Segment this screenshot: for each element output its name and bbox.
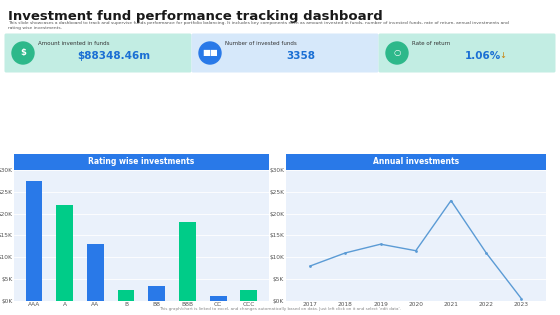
Text: ↓: ↓ bbox=[499, 51, 506, 60]
Text: This slide showcases a dashboard to track and supervise funds performance for po: This slide showcases a dashboard to trac… bbox=[8, 21, 509, 25]
Bar bbox=[87, 244, 104, 301]
FancyBboxPatch shape bbox=[379, 33, 556, 72]
Bar bbox=[118, 290, 134, 301]
Text: 1.06%: 1.06% bbox=[465, 51, 501, 61]
Text: Rate of return: Rate of return bbox=[412, 41, 450, 46]
Text: Investment fund performance tracking dashboard: Investment fund performance tracking das… bbox=[8, 10, 382, 23]
FancyBboxPatch shape bbox=[4, 33, 192, 72]
Text: rating wise investments.: rating wise investments. bbox=[8, 26, 62, 30]
Bar bbox=[209, 296, 227, 301]
Circle shape bbox=[12, 42, 34, 64]
Text: ○: ○ bbox=[393, 49, 400, 58]
Circle shape bbox=[386, 42, 408, 64]
Text: Annual investments: Annual investments bbox=[373, 158, 459, 166]
FancyBboxPatch shape bbox=[192, 33, 379, 72]
Text: Rating wise investments: Rating wise investments bbox=[88, 158, 194, 166]
Bar bbox=[148, 286, 165, 301]
Text: Amount invented in funds: Amount invented in funds bbox=[38, 41, 110, 46]
Circle shape bbox=[199, 42, 221, 64]
Bar bbox=[240, 290, 257, 301]
Text: 3358: 3358 bbox=[287, 51, 315, 61]
Text: $88348.46m: $88348.46m bbox=[77, 51, 151, 61]
Text: ■■: ■■ bbox=[202, 49, 218, 58]
Text: This graph/chart is linked to excel, and changes automatically based on data. Ju: This graph/chart is linked to excel, and… bbox=[159, 307, 401, 311]
Bar bbox=[26, 181, 43, 301]
Text: $: $ bbox=[20, 49, 26, 58]
Bar bbox=[179, 222, 196, 301]
Bar bbox=[56, 205, 73, 301]
Text: Number of invested funds: Number of invested funds bbox=[225, 41, 297, 46]
